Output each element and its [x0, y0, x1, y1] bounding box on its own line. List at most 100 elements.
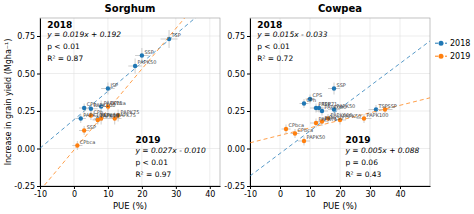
tick: 0.75 [17, 32, 40, 41]
tick-label: -10 [244, 190, 257, 199]
grid-line [40, 186, 220, 187]
regression-line [250, 98, 430, 143]
x-axis-title: PUE (%) [113, 201, 147, 211]
plot-frame [250, 18, 430, 186]
tick: 20 [335, 186, 345, 199]
tick-mark [142, 186, 143, 189]
annotation-text: R² = 0.43 [345, 170, 381, 179]
tick-label: 30 [171, 190, 181, 199]
annotation-text: y = 0.019x + 0.192 [46, 30, 121, 39]
annotation-text: p < 0.01 [47, 42, 80, 51]
legend-marker [439, 54, 444, 59]
tick-mark [400, 186, 401, 189]
annotation: 2019y = 0.005x + 0.088p = 0.06R² = 0.43 [344, 135, 419, 178]
point-label: PAPK100 [367, 112, 389, 118]
tick: 40 [205, 186, 215, 199]
point-label: SSP [337, 82, 346, 88]
tick: 0.25 [227, 107, 250, 116]
tick-label: 0.75 [17, 32, 35, 41]
tick-mark [74, 186, 75, 189]
grid [40, 18, 220, 186]
legend-label: 2019 [450, 52, 470, 61]
point-label: TSP [378, 103, 388, 109]
point-label: PAPK50 [138, 59, 157, 65]
tick-label: 10 [305, 190, 315, 199]
tick-label: 0 [278, 190, 283, 199]
point-label: SSP [87, 124, 96, 130]
panel: -10010203040-0.250.000.250.500.75CPhCPST… [224, 3, 470, 211]
legend-item: 2018 [435, 39, 470, 48]
tick: 10 [305, 186, 315, 199]
tick: 0.00 [17, 145, 40, 154]
panel: -10010203040-0.250.000.250.500.75PAPK100… [4, 0, 221, 211]
annotation-text: R² = 0.97 [135, 170, 171, 179]
annotation-text: p = 0.06 [345, 158, 378, 167]
point-label: SSP [388, 103, 397, 109]
point-labels: CPhCPSTSPPAPK000PAPK71PAPK50SSPTSPCPbcaC… [289, 82, 397, 141]
point-label: CPbca [80, 139, 96, 145]
tick-mark [310, 186, 311, 189]
axis-line [40, 19, 41, 187]
tick-label: 30 [365, 190, 375, 199]
point-label: PAPK75 [121, 109, 140, 115]
annotation-text: 2018 [257, 20, 282, 30]
tick-mark [37, 111, 40, 112]
tick-label: 0.00 [227, 145, 245, 154]
tick-mark [247, 36, 250, 37]
tick-mark [176, 186, 177, 189]
tick: -0.25 [14, 182, 40, 191]
tick: -10 [244, 186, 257, 199]
grid-line [250, 18, 251, 186]
annotation-text: 2019 [345, 135, 370, 145]
annotation-text: y = 0.015x - 0.033 [256, 30, 328, 39]
tick-mark [340, 186, 341, 189]
tick-label: 10 [103, 190, 113, 199]
tick-mark [108, 186, 109, 189]
grid-line [40, 73, 220, 74]
tick-label: 40 [395, 190, 405, 199]
axis-line [41, 186, 221, 187]
point-label: CPbca [110, 100, 126, 106]
point-label: PAPK71 [319, 101, 338, 107]
tick-mark [210, 186, 211, 189]
annotation-text: y = 0.027x - 0.010 [134, 146, 206, 155]
legend-marker [439, 41, 444, 46]
annotation-text: p < 0.01 [257, 42, 290, 51]
y-axis: -0.25 0.00 0.25 0.50 0.75 [14, 19, 40, 192]
grid [250, 18, 430, 186]
point-label: CPS [313, 92, 323, 98]
x-axis: -10 0 10 20 30 40 [34, 186, 221, 199]
regression-line [40, 18, 220, 186]
marks [250, 41, 430, 176]
annotation-text: R² = 0.72 [257, 54, 293, 63]
tick-mark [247, 149, 250, 150]
tick-label: 0.75 [227, 32, 245, 41]
point-label: PAPK50 [343, 113, 362, 119]
tick-label: 20 [335, 190, 345, 199]
tick-label: -0.25 [14, 182, 35, 191]
tick: 0 [278, 186, 283, 199]
annotation: 2018y = 0.019x + 0.192p < 0.01R² = 0.87 [46, 20, 121, 63]
tick-mark [247, 186, 250, 187]
annotation-text: p < 0.01 [135, 158, 168, 167]
y-axis-title: Increase in grain yield (Mgha⁻¹) [4, 39, 13, 166]
tick-label: 0.50 [227, 70, 245, 79]
tick: 0.50 [17, 70, 40, 79]
tick: 0 [72, 186, 77, 199]
point-label: PAPK50 [100, 112, 119, 118]
tick-mark [37, 36, 40, 37]
y-axis: -0.250.000.250.500.75 [224, 19, 250, 192]
tick: 0.75 [227, 32, 250, 41]
tick-mark [37, 186, 40, 187]
legend: 2018 2019 [435, 39, 470, 61]
tick: -10 [34, 186, 47, 199]
tick: 0.25 [17, 107, 40, 116]
point-label: PAPK50 [307, 134, 326, 140]
x-axis: -10 0 10 20 30 40 [244, 186, 431, 199]
point-label: TSP [171, 32, 181, 38]
tick: 10 [103, 186, 113, 199]
tick-label: 20 [137, 190, 147, 199]
annotation-text: R² = 0.87 [47, 54, 83, 63]
tick: 20 [137, 186, 147, 199]
axis-line [250, 19, 251, 187]
